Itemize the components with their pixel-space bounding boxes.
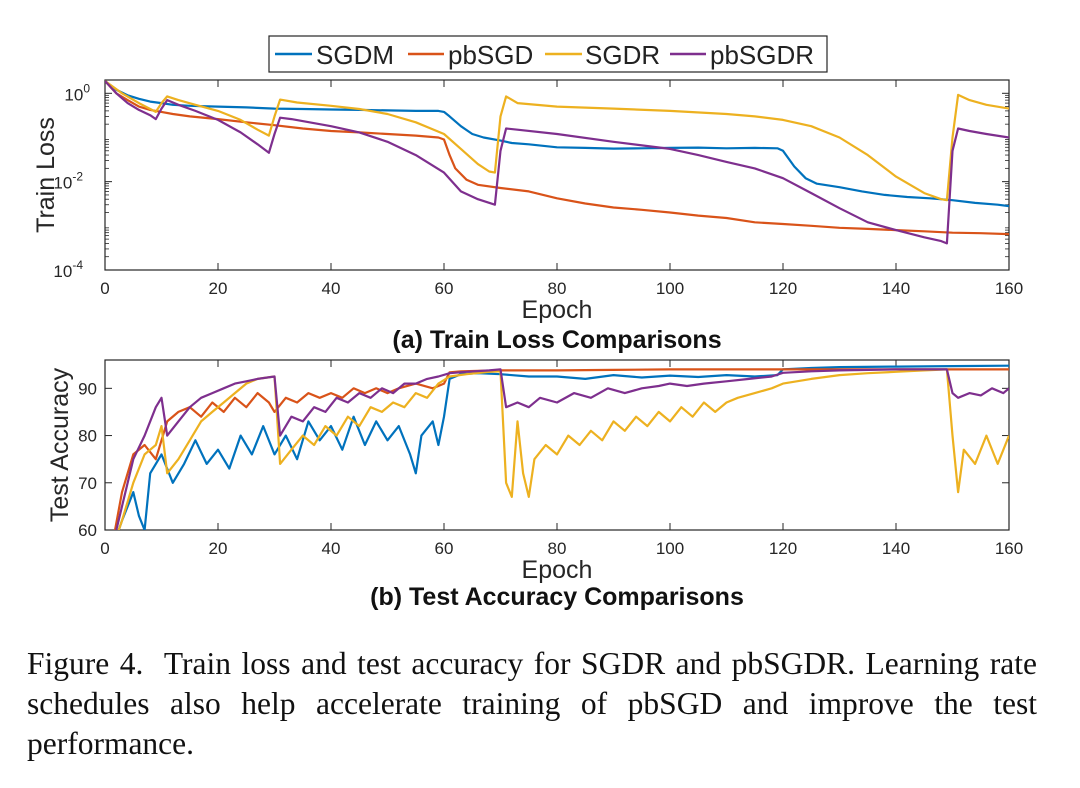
test-accuracy-series-pbsgdr bbox=[115, 368, 1009, 530]
legend-label-sgdr: SGDR bbox=[585, 40, 660, 70]
test-accuracy-xtick-label: 100 bbox=[656, 539, 684, 558]
train-loss-series-pbsgd bbox=[105, 80, 1009, 236]
train-loss-ytick-label: 10-2 bbox=[53, 170, 83, 193]
test-accuracy-axes-box bbox=[104, 359, 1010, 531]
train-loss-lines bbox=[105, 80, 1009, 245]
train-loss-ticks: 0 20 40 60 80 100 120 140 160 100 10-2 10-4 bbox=[53, 79, 1023, 298]
train-loss-xtick-label: 40 bbox=[322, 279, 341, 298]
train-loss-series-pbsgdr bbox=[105, 80, 1009, 245]
test-accuracy-title: (b) Test Accuracy Comparisons bbox=[370, 583, 744, 611]
train-loss-xtick-label: 60 bbox=[435, 279, 454, 298]
test-accuracy-lines bbox=[113, 364, 1009, 530]
test-accuracy-ytick-label: 60 bbox=[78, 521, 97, 540]
train-loss-xtick-label: 80 bbox=[548, 279, 567, 298]
test-accuracy-ylabel: Test Accuracy bbox=[46, 367, 74, 522]
legend-label-pbsgdr: pbSGDR bbox=[710, 40, 814, 70]
test-accuracy-series-sgdr bbox=[117, 368, 1009, 530]
test-accuracy-series-sgdm bbox=[117, 364, 1009, 530]
train-loss-axes-box bbox=[104, 79, 1010, 271]
train-loss-ytick-label: 100 bbox=[64, 81, 90, 104]
test-accuracy-xtick-label: 160 bbox=[995, 539, 1023, 558]
test-accuracy-xtick-label: 20 bbox=[209, 539, 228, 558]
caption-text: Train loss and test accuracy for SGDR an… bbox=[27, 646, 1037, 761]
train-loss-series-sgdm bbox=[105, 80, 1009, 208]
test-accuracy-xtick-label: 60 bbox=[435, 539, 454, 558]
test-accuracy-series-pbsgd bbox=[113, 368, 1009, 530]
test-accuracy-xtick-label: 140 bbox=[882, 539, 910, 558]
train-loss-xtick-label: 160 bbox=[995, 279, 1023, 298]
test-accuracy-xtick-label: 0 bbox=[100, 539, 109, 558]
test-accuracy-xlabel: Epoch bbox=[522, 556, 593, 584]
train-loss-ylabel: Train Loss bbox=[32, 117, 60, 233]
test-accuracy-ytick-label: 70 bbox=[78, 474, 97, 493]
train-loss-title: (a) Train Loss Comparisons bbox=[392, 326, 721, 354]
train-loss-xtick-label: 20 bbox=[209, 279, 228, 298]
train-loss-xtick-label: 140 bbox=[882, 279, 910, 298]
test-accuracy-ytick-label: 80 bbox=[78, 427, 97, 446]
legend-label-pbsgd: pbSGD bbox=[448, 40, 533, 70]
test-accuracy-ytick-label: 90 bbox=[78, 379, 97, 398]
test-accuracy-panel: 0 20 40 60 80 100 120 140 160 60 70 80 90 Test Accur… bbox=[46, 359, 1023, 611]
legend: SGDM pbSGD SGDR pbSGDR bbox=[268, 35, 828, 73]
train-loss-ytick-label: 10-4 bbox=[53, 258, 83, 281]
caption-label: Figure 4. bbox=[27, 646, 144, 681]
test-accuracy-xtick-label: 40 bbox=[322, 539, 341, 558]
figure-caption: Figure 4. Train loss and test accuracy f… bbox=[27, 644, 1037, 764]
train-loss-xtick-label: 0 bbox=[100, 279, 109, 298]
train-loss-xlabel: Epoch bbox=[522, 296, 593, 324]
train-loss-panel: 0 20 40 60 80 100 120 140 160 100 10-2 10-4 Train L… bbox=[32, 79, 1023, 354]
train-loss-xtick-label: 100 bbox=[656, 279, 684, 298]
train-loss-xtick-label: 120 bbox=[769, 279, 797, 298]
legend-label-sgdm: SGDM bbox=[316, 40, 394, 70]
test-accuracy-xtick-label: 80 bbox=[548, 539, 567, 558]
test-accuracy-xtick-label: 120 bbox=[769, 539, 797, 558]
train-loss-series-sgdr bbox=[105, 80, 1009, 202]
